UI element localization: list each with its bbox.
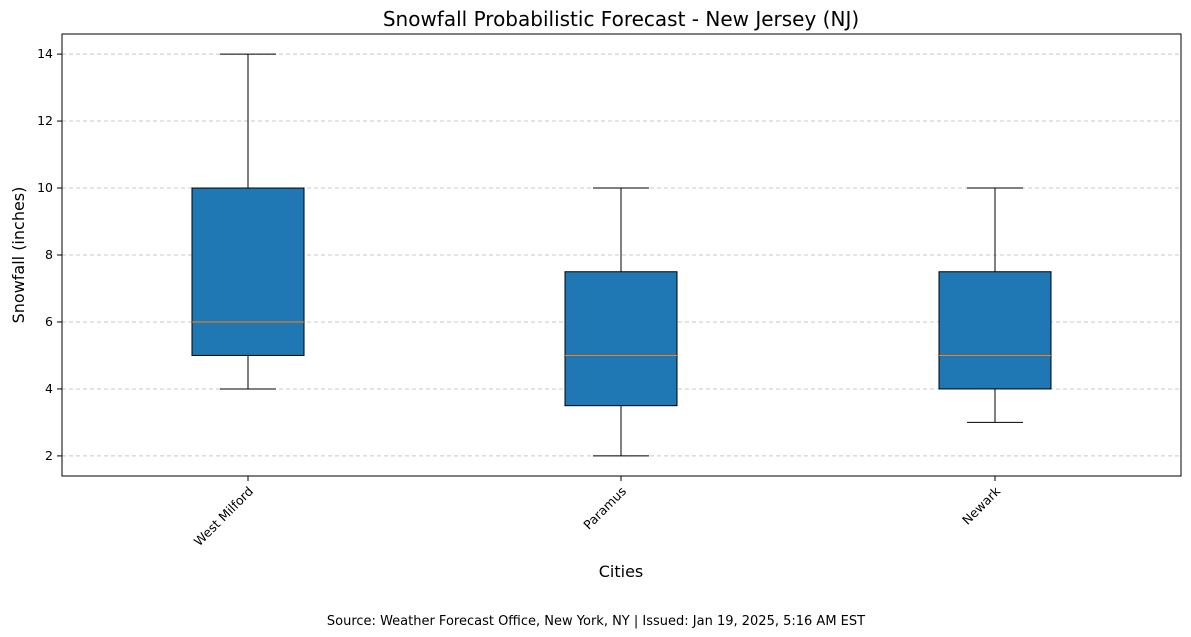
y-tick-label: 10 xyxy=(37,180,53,195)
box-plot xyxy=(191,53,305,390)
y-axis-label: Snowfall (inches) xyxy=(9,187,28,324)
y-axis-ticks: 2 4 6 8 10 12 14 xyxy=(37,46,62,463)
chart-title: Snowfall Probabilistic Forecast - New Je… xyxy=(383,7,859,31)
box-iqr xyxy=(564,271,678,407)
y-tick-label: 14 xyxy=(37,46,53,61)
y-tick-label: 12 xyxy=(37,113,53,128)
box-iqr xyxy=(191,187,305,356)
x-axis-label: Cities xyxy=(599,562,644,581)
box-iqr xyxy=(938,271,1052,390)
box-plot xyxy=(938,187,1052,423)
box-plot xyxy=(564,187,678,457)
source-caption: Source: Weather Forecast Office, New Yor… xyxy=(327,614,865,629)
box-plots xyxy=(191,53,1052,457)
y-tick-label: 4 xyxy=(45,381,53,396)
y-tick-label: 6 xyxy=(45,314,53,329)
y-tick-label: 8 xyxy=(45,247,53,262)
y-tick-label: 2 xyxy=(45,448,53,463)
